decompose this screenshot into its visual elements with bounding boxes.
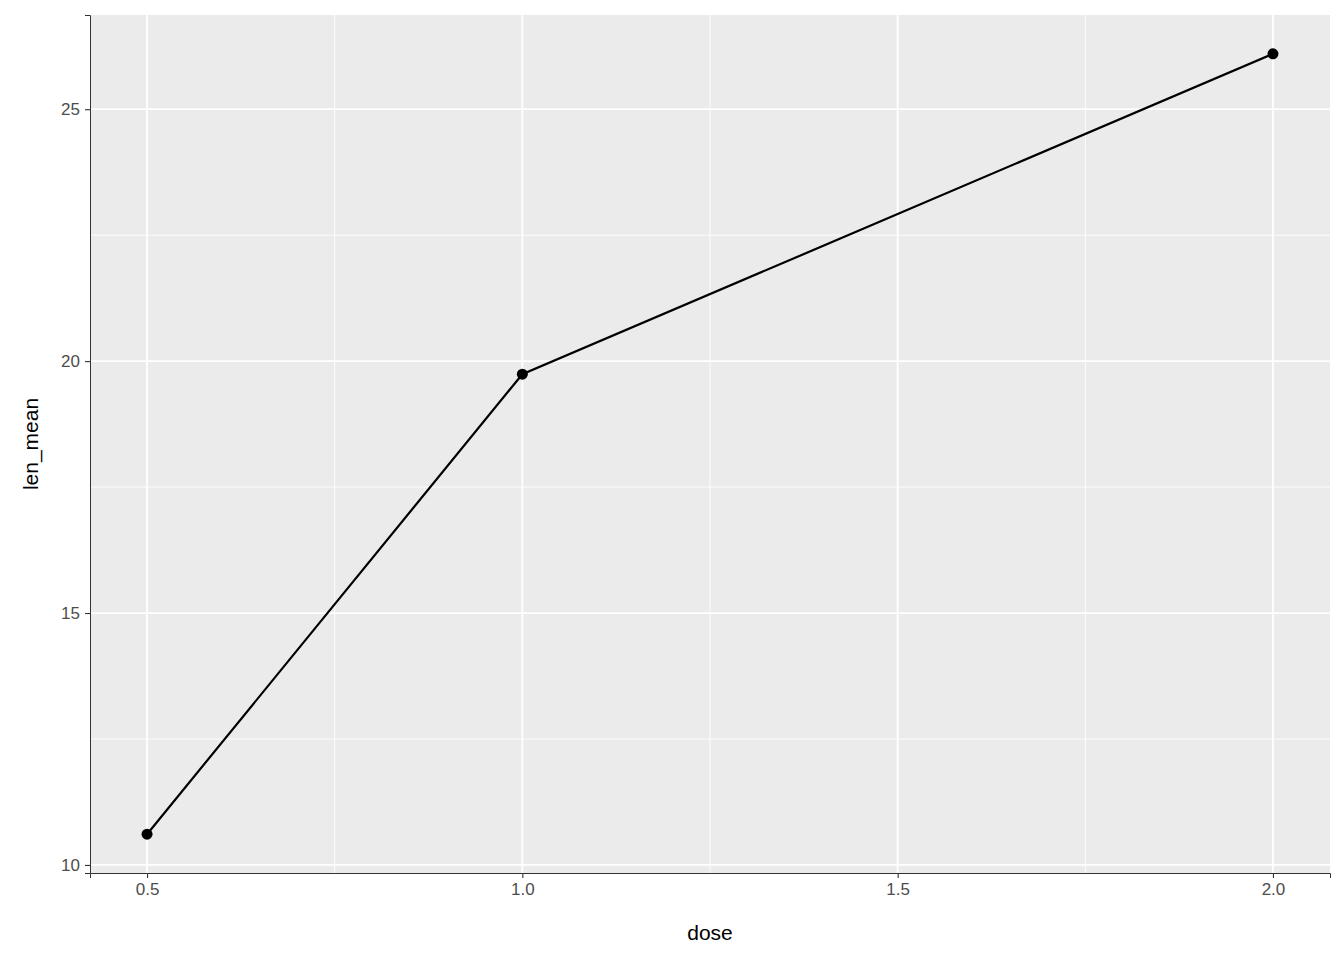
line (147, 54, 1273, 834)
tick: 25 (61, 100, 90, 119)
tick-mark (85, 865, 90, 866)
tick-label: 2.0 (1262, 880, 1286, 899)
data (142, 48, 1279, 839)
grid-line (897, 15, 899, 873)
chart: 0.5 1.0 1.5 2.0 10 15 20 25 dose len_mean (0, 0, 1344, 960)
tick-mark (1273, 873, 1274, 878)
tick-mark (85, 361, 90, 362)
tick: 1.0 (511, 873, 535, 899)
minor-grid-line (334, 15, 335, 873)
panel-background (90, 15, 1330, 873)
tick: 0.5 (136, 873, 160, 899)
x-axis-title: dose (687, 921, 733, 944)
tick-label: 10 (61, 856, 80, 875)
tick-label: 25 (61, 100, 80, 119)
grid-line (1272, 15, 1274, 873)
axis-line (91, 874, 1331, 879)
tick: 1.5 (886, 873, 910, 899)
x-axis: 0.5 1.0 1.5 2.0 (91, 873, 1331, 899)
tick: 10 (61, 856, 90, 875)
tick-mark (85, 613, 90, 614)
tick: 2.0 (1262, 873, 1286, 899)
tick-mark (898, 873, 899, 878)
tick-label: 15 (61, 604, 80, 623)
tick-label: 1.0 (511, 880, 535, 899)
tick-label: 20 (61, 352, 80, 371)
grid-line (90, 360, 1330, 362)
grid-line (90, 864, 1330, 866)
point (517, 369, 528, 380)
grid-line (521, 15, 523, 873)
tick-label: 0.5 (136, 880, 160, 899)
point (1267, 48, 1278, 59)
plot: 0.5 1.0 1.5 2.0 10 15 20 25 (61, 15, 1330, 899)
minor-grid-line (90, 738, 1330, 739)
tick: 20 (61, 352, 90, 371)
y-axis: 10 15 20 25 (61, 16, 90, 875)
point (142, 829, 153, 840)
minor-grid-line (710, 15, 711, 873)
minor-grid-line (1085, 15, 1086, 873)
tick-mark (522, 873, 523, 878)
tick-mark (147, 873, 148, 878)
tick: 15 (61, 604, 90, 623)
axis-line (85, 16, 91, 874)
grid-line (90, 612, 1330, 614)
minor-grid-line (90, 235, 1330, 236)
grid-line (146, 15, 148, 873)
grid (90, 15, 1330, 873)
y-axis-title: len_mean (19, 398, 43, 490)
tick-mark (85, 109, 90, 110)
tick-label: 1.5 (886, 880, 910, 899)
minor-grid-line (90, 487, 1330, 488)
